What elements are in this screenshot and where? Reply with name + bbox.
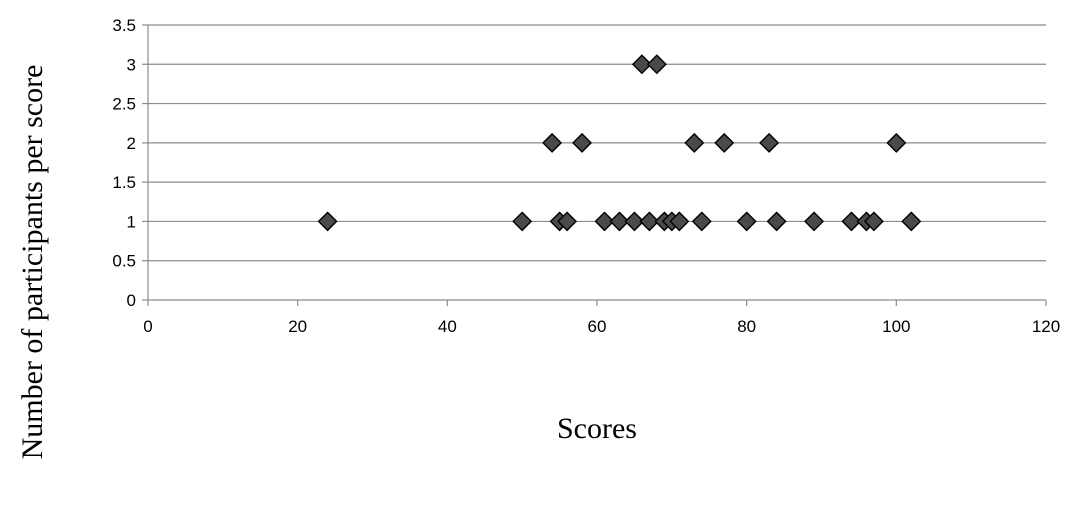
data-point bbox=[572, 132, 593, 153]
axes bbox=[142, 24, 1047, 306]
y-tick-label: 0 bbox=[127, 291, 136, 310]
data-point bbox=[684, 132, 705, 153]
tick-labels: 0 0.5 1 1.5 2 2.5 3 3.5 0 20 40 60 80 100 120 bbox=[112, 16, 1060, 336]
data-point bbox=[804, 211, 825, 232]
y-tick-label: 3.5 bbox=[112, 16, 136, 35]
y-tick-label: 2.5 bbox=[112, 95, 136, 114]
data-point bbox=[766, 211, 787, 232]
data-point bbox=[631, 54, 652, 75]
data-point bbox=[639, 211, 660, 232]
x-tick-label: 120 bbox=[1032, 317, 1060, 336]
data-point bbox=[542, 132, 563, 153]
x-axis-title: Scores bbox=[557, 412, 637, 445]
data-point bbox=[512, 211, 533, 232]
data-point bbox=[669, 211, 690, 232]
y-tick-label: 0.5 bbox=[112, 252, 136, 271]
x-tick-label: 60 bbox=[588, 317, 607, 336]
x-tick-label: 20 bbox=[288, 317, 307, 336]
data-point bbox=[557, 211, 578, 232]
data-point bbox=[886, 132, 907, 153]
data-point bbox=[759, 132, 780, 153]
x-tick-label: 100 bbox=[882, 317, 910, 336]
y-tick-label: 1.5 bbox=[112, 173, 136, 192]
data-point bbox=[646, 54, 667, 75]
gridlines bbox=[148, 24, 1046, 262]
x-tick-label: 40 bbox=[438, 317, 457, 336]
data-point bbox=[691, 211, 712, 232]
y-tick-label: 3 bbox=[127, 55, 136, 74]
data-point bbox=[594, 211, 615, 232]
data-point bbox=[736, 211, 757, 232]
y-axis-title: Number of participants per score bbox=[16, 65, 49, 460]
data-point bbox=[901, 211, 922, 232]
data-points bbox=[317, 54, 922, 232]
data-point bbox=[609, 211, 630, 232]
data-point bbox=[317, 211, 338, 232]
data-point bbox=[624, 211, 645, 232]
data-point bbox=[863, 211, 884, 232]
y-tick-label: 2 bbox=[127, 134, 136, 153]
x-tick-label: 0 bbox=[143, 317, 152, 336]
data-point bbox=[714, 132, 735, 153]
x-tick-label: 80 bbox=[737, 317, 756, 336]
data-point bbox=[841, 211, 862, 232]
y-tick-label: 1 bbox=[127, 212, 136, 231]
